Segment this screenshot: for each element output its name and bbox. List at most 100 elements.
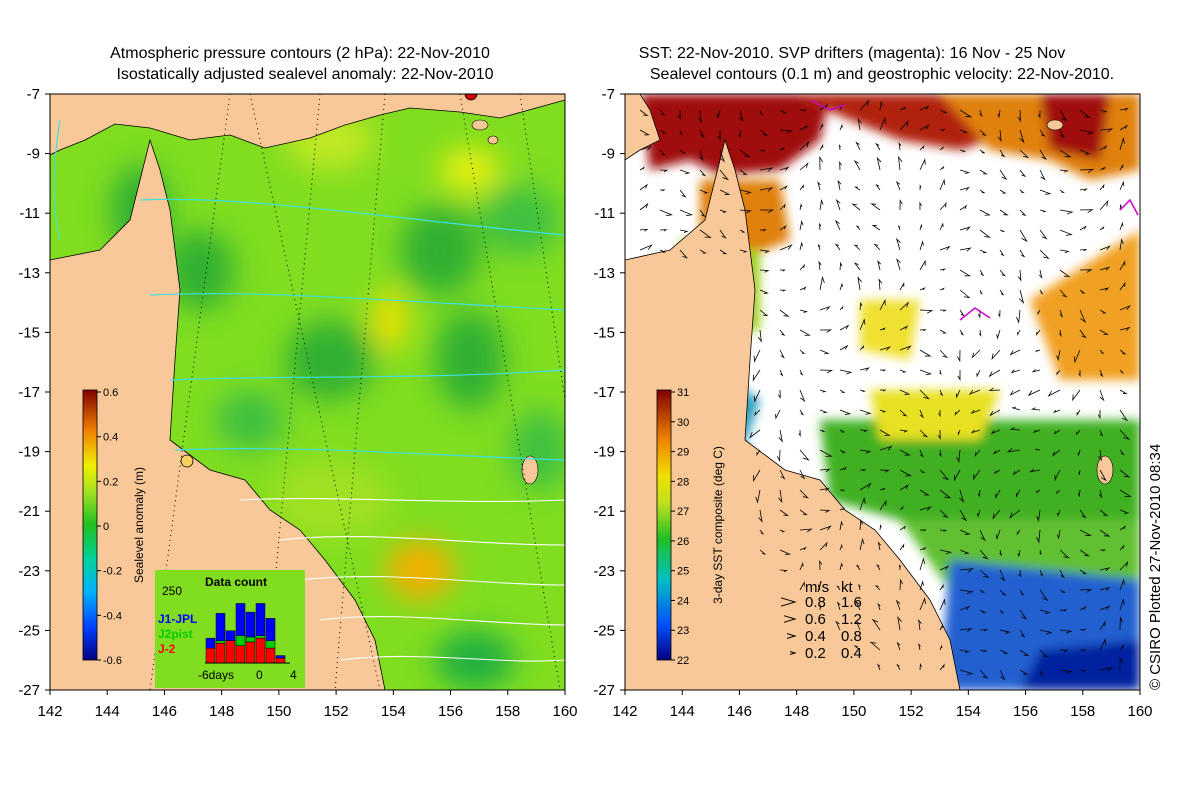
- velocity-arrow: [817, 584, 821, 591]
- velocity-arrow: [1056, 489, 1061, 495]
- left-map: [50, 94, 565, 690]
- left-xtick-label: 160: [552, 703, 577, 720]
- inset-bar-j2: [245, 641, 256, 664]
- velocity-arrow: [919, 469, 926, 473]
- velocity-arrow: [819, 369, 834, 374]
- sst-colorbar: [656, 389, 672, 661]
- velocity-arrow: [1056, 349, 1061, 362]
- velocity-arrow: [1119, 203, 1122, 211]
- velocity-arrow: [1119, 389, 1128, 394]
- velocity-arrow: [899, 505, 904, 511]
- velocity-arrow: [853, 244, 861, 251]
- velocity-arrow: [818, 260, 822, 271]
- velocity-arrow: [1019, 249, 1026, 258]
- velocity-arrow: [817, 243, 821, 251]
- velocity-arrow: [753, 469, 761, 483]
- velocity-arrow: [775, 409, 781, 420]
- right-ytick-label: -23: [593, 563, 615, 580]
- velocity-arrow: [999, 549, 1003, 557]
- velocity-arrow: [1039, 209, 1047, 213]
- velocity-arrow: [1079, 509, 1087, 519]
- velocity-arrow: [1119, 560, 1129, 571]
- velocity-arrow: [979, 169, 988, 175]
- velocity-arrow: [799, 546, 807, 551]
- velocity-arrow: [834, 243, 841, 251]
- velocity-arrow: [859, 519, 864, 531]
- left-marker-mid: [180, 454, 194, 468]
- right-ytick-label: -21: [593, 503, 615, 520]
- velocity-arrow: [1039, 669, 1044, 677]
- velocity-arrow: [1010, 369, 1021, 374]
- velocity-arrow: [973, 469, 981, 481]
- velocity-arrow: [1077, 449, 1081, 457]
- left-xtick-label: 148: [209, 703, 234, 720]
- right-xtick-label: 154: [956, 703, 981, 720]
- velocity-arrow: [959, 186, 970, 191]
- velocity-arrow: [759, 249, 771, 254]
- velocity-arrow: [1039, 149, 1047, 160]
- inset-bar-j1: [235, 603, 246, 636]
- colorbar-tick-label: 26: [677, 536, 689, 548]
- right-title-line-1: SST: 22-Nov-2010. SVP drifters (magenta)…: [639, 45, 1066, 62]
- velocity-arrow: [1052, 409, 1061, 414]
- velocity-arrow: [819, 429, 826, 433]
- velocity-arrow: [988, 387, 1001, 391]
- right-title-line-2: Sealevel contours (0.1 m) and geostrophi…: [650, 66, 1114, 83]
- velocity-arrow: [999, 609, 1005, 614]
- velocity-key: m/s kt 0.8 1.60.6 1.20.4 0.80.2 0.4: [780, 579, 862, 662]
- velocity-arrow: [959, 605, 971, 611]
- velocity-arrow: [959, 289, 971, 299]
- inset-bar-j2pist: [255, 635, 266, 639]
- velocity-arrow: [859, 496, 866, 511]
- velocity-arrow: [659, 109, 666, 116]
- velocity-arrow: [876, 564, 881, 571]
- velocity-arrow: [1119, 644, 1124, 651]
- velocity-arrow: [897, 155, 903, 171]
- inset-background: [155, 570, 305, 688]
- velocity-arrow: [779, 569, 788, 573]
- velocity-arrow: [639, 129, 651, 136]
- velocity-arrow: [679, 249, 689, 259]
- velocity-arrow: [896, 663, 901, 671]
- velocity-arrow: [699, 209, 706, 218]
- velocity-arrow: [919, 489, 930, 496]
- velocity-arrow: [877, 663, 881, 671]
- velocity-arrow: [1059, 169, 1069, 173]
- velocity-key-ms: 0.8: [805, 594, 826, 611]
- ssh-colorbar-label: Sealevel anomaly (m): [132, 467, 146, 583]
- left-marker-top: [464, 94, 478, 101]
- velocity-arrow: [1099, 225, 1105, 231]
- velocity-arrow: [977, 489, 981, 498]
- velocity-arrow: [697, 109, 702, 124]
- velocity-arrow: [1099, 429, 1104, 437]
- velocity-arrow: [979, 109, 983, 118]
- velocity-arrow: [919, 529, 927, 532]
- velocity-arrow: [979, 289, 983, 295]
- velocity-arrow: [919, 158, 926, 171]
- inset-bar-j2: [235, 645, 246, 664]
- velocity-arrow: [979, 529, 986, 542]
- velocity-arrow: [1036, 329, 1041, 336]
- copyright-text: © CSIRO Plotted 27-Nov-2010 08:34: [1147, 444, 1164, 690]
- velocity-arrow: [1011, 406, 1021, 411]
- velocity-arrow: [1119, 369, 1125, 374]
- velocity-arrow: [1047, 389, 1061, 397]
- velocity-key-kt: 0.8: [841, 628, 862, 645]
- geostrophic-velocity-arrows: [639, 99, 1132, 681]
- velocity-arrow: [779, 244, 793, 251]
- velocity-arrow: [1099, 620, 1106, 631]
- velocity-arrow: [819, 275, 825, 291]
- velocity-arrow: [799, 140, 810, 151]
- velocity-arrow: [999, 249, 1005, 257]
- velocity-arrow: [853, 262, 861, 271]
- velocity-arrow: [855, 620, 861, 631]
- velocity-arrow: [1059, 209, 1074, 215]
- velocity-arrow: [1030, 407, 1041, 411]
- velocity-arrow: [1059, 549, 1070, 559]
- colorbar-tick-label: -0.2: [103, 566, 122, 578]
- velocity-arrow: [939, 222, 944, 231]
- velocity-arrow: [1059, 189, 1065, 193]
- velocity-arrow: [919, 309, 934, 314]
- velocity-arrow: [970, 409, 981, 415]
- velocity-arrow: [679, 229, 689, 233]
